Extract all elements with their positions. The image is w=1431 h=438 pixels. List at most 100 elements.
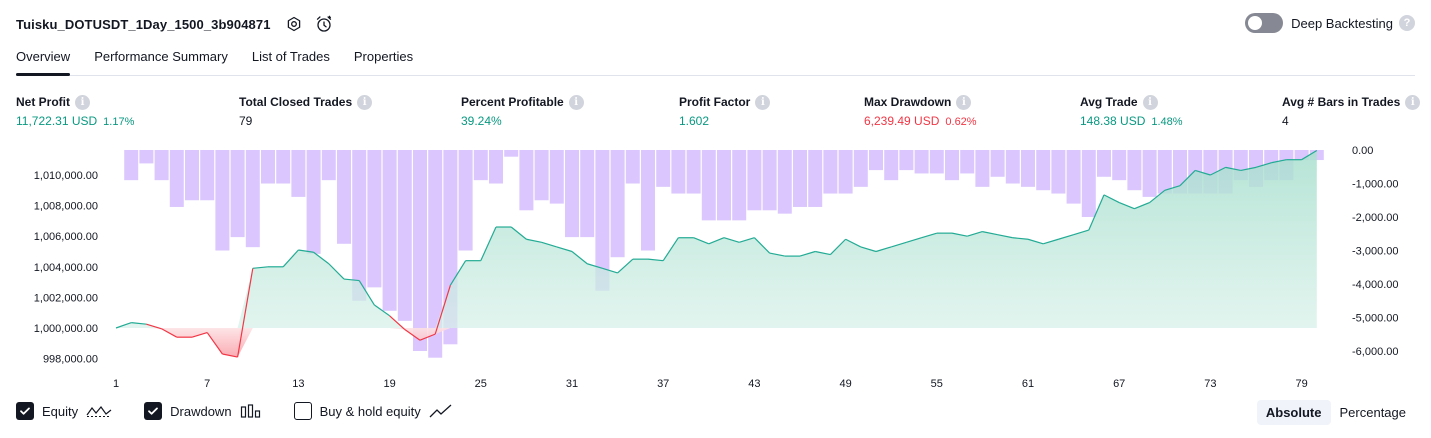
drawdown-bar bbox=[428, 150, 443, 358]
metric-label: Total Closed Trades bbox=[239, 95, 353, 109]
right-axis-tick-label: -4,000.00 bbox=[1352, 279, 1398, 291]
metric-net-profit: Net Profit i 11,722.31 USD 1.17% bbox=[16, 94, 134, 130]
info-icon[interactable]: i bbox=[568, 94, 584, 110]
drawdown-bar bbox=[625, 150, 640, 184]
equity-line-segment bbox=[343, 278, 360, 282]
drawdown-bar bbox=[1112, 150, 1127, 181]
drawdown-bar bbox=[397, 150, 412, 321]
equity-chart[interactable]: 998,000.00 1,000,000.00 1,002,000.00 1,004,… bbox=[0, 140, 1431, 392]
equity-line-segment bbox=[1058, 234, 1074, 240]
x-axis-tick-label: 61 bbox=[1022, 378, 1034, 390]
equity-line-segment bbox=[723, 237, 740, 243]
value-mode-switch: Absolute Percentage bbox=[1256, 400, 1415, 425]
equity-line-segment bbox=[1240, 166, 1257, 171]
info-icon[interactable]: i bbox=[956, 94, 972, 110]
left-axis-tick-label: 1,008,000.00 bbox=[34, 201, 98, 213]
info-icon[interactable]: i bbox=[357, 94, 373, 110]
metric-total-closed-trades: Total Closed Trades i 79 bbox=[239, 94, 373, 130]
equity-line-segment bbox=[206, 332, 223, 355]
drawdown-bar bbox=[884, 150, 899, 181]
drawdown-bar bbox=[124, 150, 139, 181]
equity-line-segment bbox=[161, 328, 178, 338]
metric-label: Net Profit bbox=[16, 95, 70, 109]
drawdown-bar bbox=[975, 150, 990, 187]
alert-clock-icon[interactable] bbox=[313, 13, 335, 35]
equity-line-icon bbox=[86, 403, 112, 419]
x-axis-tick-label: 31 bbox=[566, 378, 578, 390]
equity-line-segment bbox=[1027, 238, 1044, 245]
drawdown-bar bbox=[960, 150, 975, 174]
drawdown-bar bbox=[382, 150, 397, 311]
absolute-mode-button[interactable]: Absolute bbox=[1256, 400, 1331, 425]
drawdown-bar bbox=[1081, 150, 1096, 217]
right-axis-tick-label: 0.00 bbox=[1352, 145, 1373, 157]
drawdown-bar bbox=[291, 150, 306, 197]
equity-line-segment bbox=[1301, 150, 1318, 161]
x-axis-tick-label: 19 bbox=[383, 378, 395, 390]
settings-icon[interactable] bbox=[283, 13, 305, 35]
drawdown-bar bbox=[458, 150, 473, 251]
equity-line-segment bbox=[1179, 169, 1196, 187]
drawdown-checkbox[interactable] bbox=[144, 402, 163, 420]
metric-label: Profit Factor bbox=[679, 95, 751, 109]
info-icon[interactable]: i bbox=[755, 94, 771, 110]
drawdown-bar bbox=[580, 150, 595, 238]
equity-line-segment bbox=[510, 226, 527, 240]
legend-equity[interactable]: Equity bbox=[16, 402, 112, 420]
drawdown-bar bbox=[245, 150, 260, 248]
x-axis-tick-label: 1 bbox=[113, 378, 119, 390]
tab-overview[interactable]: Overview bbox=[16, 44, 71, 76]
equity-line-segment bbox=[313, 251, 330, 265]
equity-line-segment bbox=[829, 238, 847, 255]
drawdown-bar bbox=[869, 150, 883, 171]
equity-line-segment bbox=[374, 304, 390, 317]
deep-backtesting-toggle[interactable] bbox=[1245, 13, 1284, 33]
equity-line-segment bbox=[146, 323, 162, 330]
metric-percent-profitable: Percent Profitable i 39.24% bbox=[461, 94, 584, 130]
right-axis-tick-label: -3,000.00 bbox=[1352, 246, 1398, 258]
equity-line-segment bbox=[1012, 237, 1029, 240]
tab-list-of-trades[interactable]: List of Trades bbox=[251, 49, 330, 64]
strategy-title: Tuisku_DOTUSDT_1Day_1500_3b904871 bbox=[16, 16, 271, 32]
info-icon[interactable]: i bbox=[1142, 94, 1158, 110]
info-icon[interactable]: i bbox=[75, 94, 90, 110]
equity-line-segment bbox=[617, 258, 634, 274]
drawdown-bar bbox=[1036, 150, 1051, 191]
chart-legend: Equity Drawdown Buy & hold equity bbox=[16, 402, 485, 420]
equity-line-segment bbox=[1255, 162, 1272, 168]
x-axis-tick-label: 25 bbox=[475, 378, 487, 390]
equity-line-segment bbox=[967, 231, 983, 237]
metric-value: 4 bbox=[1282, 114, 1289, 128]
drawdown-bar bbox=[1051, 150, 1066, 194]
percentage-mode-button[interactable]: Percentage bbox=[1339, 405, 1407, 420]
equity-area-positive bbox=[116, 150, 1317, 328]
equity-line-segment bbox=[541, 241, 557, 248]
info-icon[interactable]: i bbox=[1405, 94, 1421, 110]
drawdown-bar bbox=[853, 150, 868, 187]
drawdown-bar bbox=[413, 150, 427, 351]
tab-performance-summary[interactable]: Performance Summary bbox=[94, 49, 228, 64]
equity-line-segment bbox=[845, 238, 862, 248]
equity-checkbox[interactable] bbox=[16, 402, 34, 420]
equity-line-segment bbox=[328, 263, 345, 280]
equity-line-segment bbox=[1118, 201, 1135, 210]
help-icon[interactable]: ? bbox=[1399, 15, 1415, 31]
x-axis-tick-label: 73 bbox=[1204, 378, 1216, 390]
left-axis-tick-label: 1,006,000.00 bbox=[34, 231, 98, 243]
metric-label: Percent Profitable bbox=[461, 95, 564, 109]
legend-buy-hold[interactable]: Buy & hold equity bbox=[293, 402, 453, 420]
tab-properties[interactable]: Properties bbox=[353, 49, 414, 64]
buy-hold-checkbox[interactable] bbox=[293, 402, 312, 420]
drawdown-bar bbox=[929, 150, 944, 174]
drawdown-bar bbox=[686, 150, 701, 194]
strategy-header: Tuisku_DOTUSDT_1Day_1500_3b904871 bbox=[16, 10, 335, 38]
equity-line-segment bbox=[875, 246, 892, 253]
drawdown-bar bbox=[838, 150, 853, 194]
metric-value: 6,239.49 USD bbox=[864, 114, 940, 128]
legend-drawdown[interactable]: Drawdown bbox=[144, 402, 261, 420]
drawdown-bar bbox=[534, 150, 549, 201]
drawdown-bar bbox=[945, 150, 959, 181]
equity-line-segment bbox=[1210, 166, 1226, 176]
drawdown-bar bbox=[747, 150, 762, 211]
drawdown-bar bbox=[489, 150, 503, 184]
